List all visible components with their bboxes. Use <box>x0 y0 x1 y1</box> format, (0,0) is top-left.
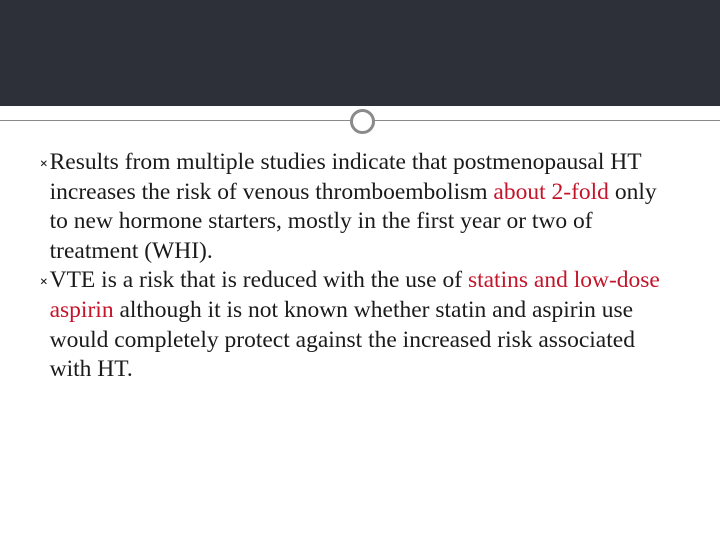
divider-circle-icon <box>350 109 375 134</box>
bullet-marker-icon: ༝ <box>40 149 48 175</box>
content-area: ༝Results from multiple studies indicate … <box>40 148 680 385</box>
bullet-item: ༝Results from multiple studies indicate … <box>40 148 680 266</box>
text-run: although it is not known whether statin … <box>50 297 635 382</box>
divider <box>0 106 720 136</box>
slide: ༝Results from multiple studies indicate … <box>0 0 720 540</box>
bullet-item: ༝VTE is a risk that is reduced with the … <box>40 266 680 384</box>
bullet-text: VTE is a risk that is reduced with the u… <box>50 266 680 384</box>
highlight-run: about 2-fold <box>493 179 614 205</box>
bullet-text: Results from multiple studies indicate t… <box>50 148 680 266</box>
bullet-marker-icon: ༝ <box>40 267 48 293</box>
title-band <box>0 0 720 106</box>
text-run: VTE is a risk that is reduced with the u… <box>50 267 468 293</box>
